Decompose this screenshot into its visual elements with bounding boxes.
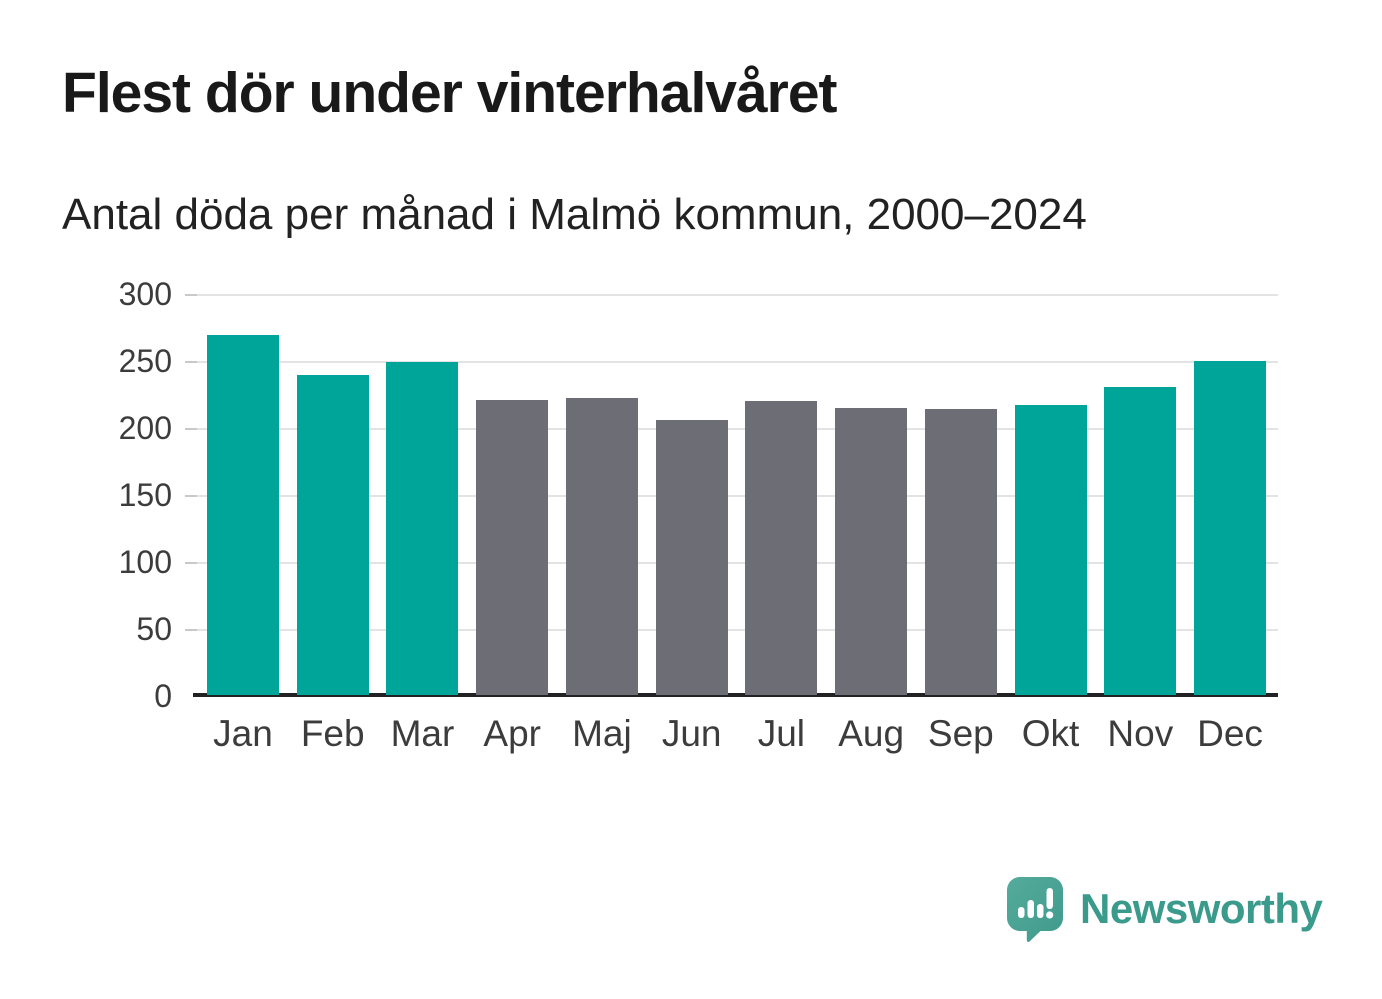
bar-chart-plot-area: 0 50 100 150 200 250 300 Jan Feb Mar Apr Maj Jun Jul A… bbox=[119, 277, 1278, 754]
bar-jun bbox=[655, 419, 728, 695]
gridline-150 bbox=[197, 495, 1278, 497]
x-axis-label-sep: Sep bbox=[927, 713, 994, 754]
logo-mini-bar-1 bbox=[1018, 907, 1025, 918]
x-axis-label-nov: Nov bbox=[1107, 713, 1174, 754]
bar-feb bbox=[296, 375, 369, 695]
gridline-50 bbox=[197, 629, 1278, 631]
gridline-250 bbox=[197, 361, 1278, 363]
y-tick-mark-50 bbox=[185, 629, 197, 631]
page-subtitle: Antal döda per månad i Malmö kommun, 200… bbox=[62, 190, 1087, 239]
bar-dec bbox=[1194, 360, 1267, 695]
bar-nov bbox=[1104, 387, 1177, 695]
gridline-300 bbox=[197, 294, 1278, 296]
x-axis-label-apr: Apr bbox=[483, 713, 541, 754]
page-title: Flest dör under vinterhalvåret bbox=[62, 61, 838, 125]
bar-okt bbox=[1014, 404, 1087, 695]
x-axis-label-feb: Feb bbox=[300, 713, 365, 754]
x-axis-label-jul: Jul bbox=[757, 713, 806, 754]
logo-exclamation-dot bbox=[1046, 911, 1054, 919]
y-tick-mark-100 bbox=[185, 562, 197, 564]
x-axis-label-dec: Dec bbox=[1197, 713, 1263, 754]
newsworthy-logo-text: Newsworthy bbox=[1080, 885, 1323, 932]
y-tick-mark-300 bbox=[185, 294, 197, 296]
y-tick-mark-200 bbox=[185, 428, 197, 430]
gridline-100 bbox=[197, 562, 1278, 564]
bar-jan bbox=[207, 335, 279, 695]
y-axis-label-0: 0 bbox=[154, 678, 172, 714]
x-axis-label-jan: Jan bbox=[213, 713, 273, 754]
x-axis-label-mar: Mar bbox=[390, 713, 455, 754]
bar-mar bbox=[386, 362, 459, 695]
y-axis-label-200: 200 bbox=[118, 410, 172, 446]
x-axis-label-maj: Maj bbox=[572, 713, 632, 754]
bar-jul bbox=[745, 400, 818, 695]
bar-aug bbox=[835, 407, 908, 695]
y-axis-label-250: 250 bbox=[118, 343, 172, 379]
newsworthy-speech-bubble-icon bbox=[1007, 877, 1063, 942]
logo-mini-bar-3 bbox=[1037, 904, 1044, 918]
y-axis-label-50: 50 bbox=[136, 611, 172, 647]
bar-sep bbox=[924, 408, 997, 695]
y-tick-mark-250 bbox=[185, 361, 197, 363]
y-axis-label-100: 100 bbox=[118, 544, 172, 580]
bar-apr bbox=[476, 399, 549, 695]
bar-maj bbox=[565, 398, 638, 695]
x-axis-label-aug: Aug bbox=[838, 713, 905, 754]
gridline-200 bbox=[197, 428, 1278, 430]
y-axis-label-150: 150 bbox=[118, 477, 172, 513]
logo-exclamation-bar bbox=[1046, 888, 1053, 909]
x-axis-label-okt: Okt bbox=[1021, 713, 1080, 754]
x-axis-label-jun: Jun bbox=[661, 713, 722, 754]
y-tick-mark-150 bbox=[185, 495, 197, 497]
y-axis-label-300: 300 bbox=[118, 276, 172, 312]
x-axis-line bbox=[193, 693, 1278, 697]
logo-mini-bar-2 bbox=[1027, 900, 1034, 918]
newsworthy-logo: Newsworthy bbox=[1006, 876, 1323, 942]
